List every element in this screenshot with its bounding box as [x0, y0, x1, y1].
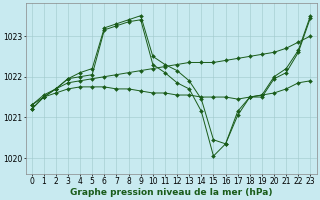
- X-axis label: Graphe pression niveau de la mer (hPa): Graphe pression niveau de la mer (hPa): [70, 188, 272, 197]
